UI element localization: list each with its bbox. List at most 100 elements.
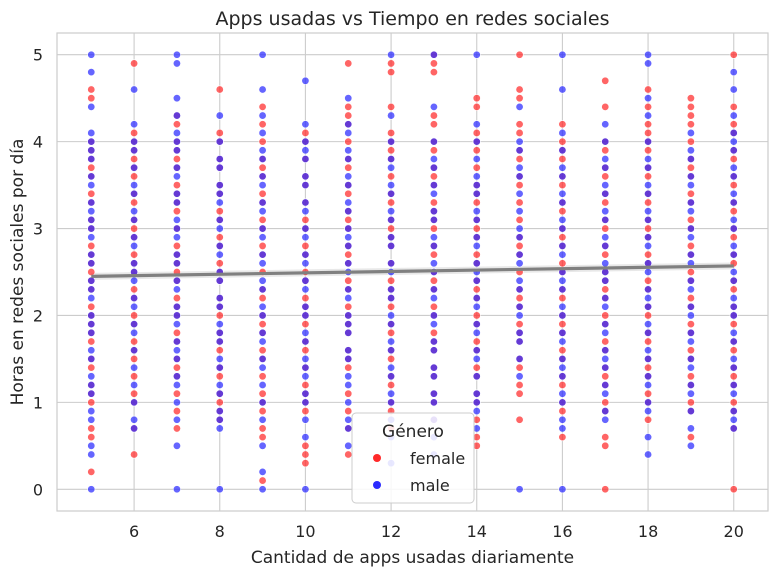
data-point-female <box>644 224 653 233</box>
data-point-female <box>258 476 267 485</box>
data-point-female <box>215 85 224 94</box>
data-point-male <box>601 189 610 198</box>
data-point-male <box>172 250 181 259</box>
data-point-male <box>387 215 396 224</box>
data-point-male <box>301 172 310 181</box>
data-point-male <box>686 407 695 416</box>
data-point-female <box>515 415 524 424</box>
data-point-male <box>429 137 438 146</box>
data-point-female <box>644 415 653 424</box>
data-point-male <box>301 302 310 311</box>
plot-frame <box>56 32 769 512</box>
data-point-female <box>729 155 738 164</box>
data-point-male <box>215 302 224 311</box>
data-point-female <box>387 328 396 337</box>
data-point-male <box>258 328 267 337</box>
x-tick-label: 14 <box>467 522 487 541</box>
data-point-male <box>258 181 267 190</box>
data-point-male <box>729 163 738 172</box>
data-point-male <box>258 398 267 407</box>
data-point-female <box>172 294 181 303</box>
data-point-male <box>429 241 438 250</box>
data-point-male <box>130 259 139 268</box>
data-point-male <box>472 302 481 311</box>
data-point-female <box>558 259 567 268</box>
data-point-male <box>387 294 396 303</box>
data-point-male <box>130 363 139 372</box>
data-point-male <box>515 102 524 111</box>
data-point-female <box>130 372 139 381</box>
data-point-male <box>301 146 310 155</box>
data-point-male <box>344 146 353 155</box>
data-point-female <box>258 372 267 381</box>
data-point-female <box>472 198 481 207</box>
data-point-male <box>215 485 224 494</box>
data-point-female <box>344 163 353 172</box>
data-point-female <box>558 346 567 355</box>
data-point-male <box>729 415 738 424</box>
y-tick-label: 2 <box>33 306 43 325</box>
data-point-male <box>558 163 567 172</box>
data-point-male <box>301 181 310 190</box>
legend-label-male: male <box>410 476 450 495</box>
data-point-male <box>387 363 396 372</box>
data-point-male <box>258 172 267 181</box>
data-point-female <box>172 328 181 337</box>
data-point-female <box>87 337 96 346</box>
data-point-male <box>87 372 96 381</box>
data-point-male <box>258 285 267 294</box>
data-point-male <box>258 85 267 94</box>
data-point-male <box>644 189 653 198</box>
data-point-female <box>558 433 567 442</box>
data-point-male <box>301 311 310 320</box>
data-point-female <box>344 111 353 120</box>
data-point-male <box>387 181 396 190</box>
data-point-female <box>729 398 738 407</box>
data-point-male <box>558 224 567 233</box>
data-point-male <box>644 285 653 294</box>
data-point-female <box>515 380 524 389</box>
data-point-female <box>258 241 267 250</box>
data-point-male <box>301 198 310 207</box>
data-point-male <box>130 328 139 337</box>
data-point-male <box>172 163 181 172</box>
data-point-male <box>601 120 610 129</box>
data-point-male <box>644 241 653 250</box>
data-point-male <box>558 241 567 250</box>
data-point-male <box>258 337 267 346</box>
data-point-female <box>686 372 695 381</box>
data-point-male <box>515 276 524 285</box>
data-point-male <box>472 241 481 250</box>
data-point-male <box>729 354 738 363</box>
data-point-male <box>601 380 610 389</box>
data-point-male <box>130 276 139 285</box>
data-point-female <box>472 311 481 320</box>
data-point-female <box>172 407 181 416</box>
data-point-male <box>515 485 524 494</box>
data-point-male <box>130 424 139 433</box>
data-point-female <box>515 120 524 129</box>
legend: Género female male <box>351 412 475 504</box>
data-point-male <box>301 285 310 294</box>
data-point-female <box>558 137 567 146</box>
data-point-female <box>130 285 139 294</box>
data-point-female <box>87 398 96 407</box>
y-tick-label: 5 <box>33 46 43 65</box>
data-point-male <box>472 372 481 381</box>
data-point-female <box>258 120 267 129</box>
data-point-female <box>644 311 653 320</box>
x-tick-label: 10 <box>295 522 315 541</box>
data-point-female <box>729 320 738 329</box>
data-point-male <box>258 111 267 120</box>
data-point-male <box>729 241 738 250</box>
data-point-male <box>387 155 396 164</box>
data-point-female <box>301 441 310 450</box>
data-point-male <box>429 233 438 242</box>
data-point-male <box>686 198 695 207</box>
data-point-male <box>387 50 396 59</box>
data-point-male <box>601 320 610 329</box>
data-point-male <box>644 328 653 337</box>
data-point-male <box>686 146 695 155</box>
data-point-male <box>558 276 567 285</box>
data-point-female <box>301 320 310 329</box>
